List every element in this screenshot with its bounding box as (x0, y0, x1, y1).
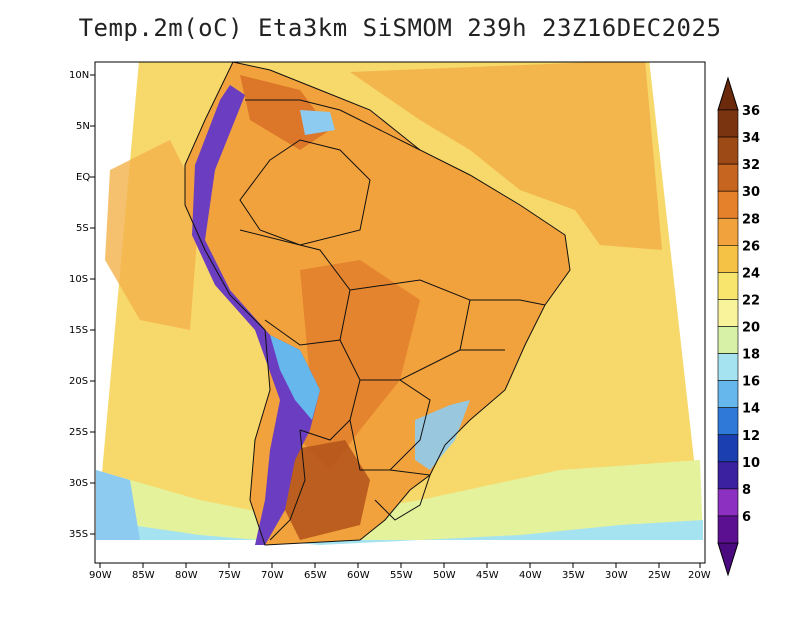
colorbar-label: 18 (742, 348, 760, 363)
lat-label: 30S (69, 478, 88, 489)
colorbar-label: 32 (742, 158, 760, 173)
hot-chaco-region (280, 440, 370, 540)
lat-label: 10S (69, 274, 88, 285)
colorbar-label: 10 (742, 456, 760, 471)
colorbar-swatch (717, 272, 739, 300)
colorbar-label: 16 (742, 375, 760, 390)
colorbar-top-arrow (717, 76, 739, 111)
andes-cold-strip (192, 85, 320, 545)
colorbar-swatch (717, 190, 739, 219)
lon-label: 30W (605, 570, 628, 581)
lon-label: 25W (648, 570, 671, 581)
ocean-cool-band (96, 460, 703, 540)
colorbar: 36 34 32 30 28 26 24 22 20 18 16 14 12 10 8 6 (717, 76, 760, 577)
colorbar-label: 22 (742, 293, 760, 308)
colorbar-swatch (717, 217, 739, 246)
guiana-highlands (300, 110, 335, 135)
colorbar-bottom-arrow (717, 542, 739, 577)
colorbar-swatch (717, 136, 739, 165)
colorbar-swatch (717, 163, 739, 192)
lon-label: 55W (390, 570, 413, 581)
colorbar-swatch (717, 380, 739, 408)
colorbar-swatch (717, 326, 739, 354)
lat-label: 15S (69, 325, 88, 336)
colorbar-label: 12 (742, 429, 760, 444)
lat-label: 5N (76, 121, 90, 132)
lat-label: 35S (69, 529, 88, 540)
lon-label: 80W (175, 570, 198, 581)
longitude-axis: 90W 85W 80W 75W 70W 65W 60W 55W 50W 45W … (89, 563, 711, 581)
colorbar-swatch (717, 245, 739, 273)
ocean-pacific-warm (105, 140, 200, 330)
lon-label: 40W (519, 570, 542, 581)
map-title: Temp.2m(oC) Eta3km SiSMOM 239h 23Z16DEC2… (78, 14, 722, 42)
colorbar-label: 28 (742, 212, 760, 227)
ocean-pacific-cool (96, 470, 140, 540)
lon-label: 90W (89, 570, 112, 581)
ocean-cold-band (96, 520, 703, 545)
colorbar-label: 36 (742, 104, 760, 119)
colorbar-swatch (717, 353, 739, 381)
colorbar-label: 6 (742, 510, 751, 525)
lon-label: 85W (132, 570, 155, 581)
colorbar-label: 8 (742, 483, 751, 498)
colorbar-label: 20 (742, 321, 760, 336)
andes-blue-fringe (270, 335, 320, 420)
lat-label: 20S (69, 376, 88, 387)
colorbar-swatch (717, 515, 739, 544)
lon-label: 20W (688, 570, 711, 581)
lon-label: 70W (261, 570, 284, 581)
colorbar-swatch (717, 299, 739, 327)
lat-label: 10N (69, 70, 89, 81)
colorbar-label: 30 (742, 185, 760, 200)
colorbar-swatch (717, 407, 739, 436)
lat-label: 5S (76, 223, 89, 234)
lon-label: 45W (476, 570, 499, 581)
lon-label: 60W (347, 570, 370, 581)
colorbar-swatch (717, 461, 739, 490)
colorbar-label: 34 (742, 131, 760, 146)
country-borders (184, 62, 571, 546)
colorbar-swatch (717, 109, 739, 138)
colorbar-label: 24 (742, 266, 760, 281)
colorbar-swatch (717, 488, 739, 517)
lon-label: 75W (218, 570, 241, 581)
plot-frame (94, 61, 706, 564)
latitude-axis: 10N 5N EQ 5S 10S 15S 20S 25S 30S 35S (69, 70, 95, 540)
southeast-highlands (415, 400, 470, 470)
ocean-warm-zone (350, 62, 662, 250)
colorbar-swatch (717, 434, 739, 463)
colorbar-label: 14 (742, 402, 760, 417)
lon-label: 65W (304, 570, 327, 581)
lat-label: 25S (69, 427, 88, 438)
lon-label: 35W (562, 570, 585, 581)
lat-label: EQ (76, 172, 90, 183)
lon-label: 50W (433, 570, 456, 581)
hot-interior-region (300, 260, 420, 470)
colorbar-label: 26 (742, 239, 760, 254)
